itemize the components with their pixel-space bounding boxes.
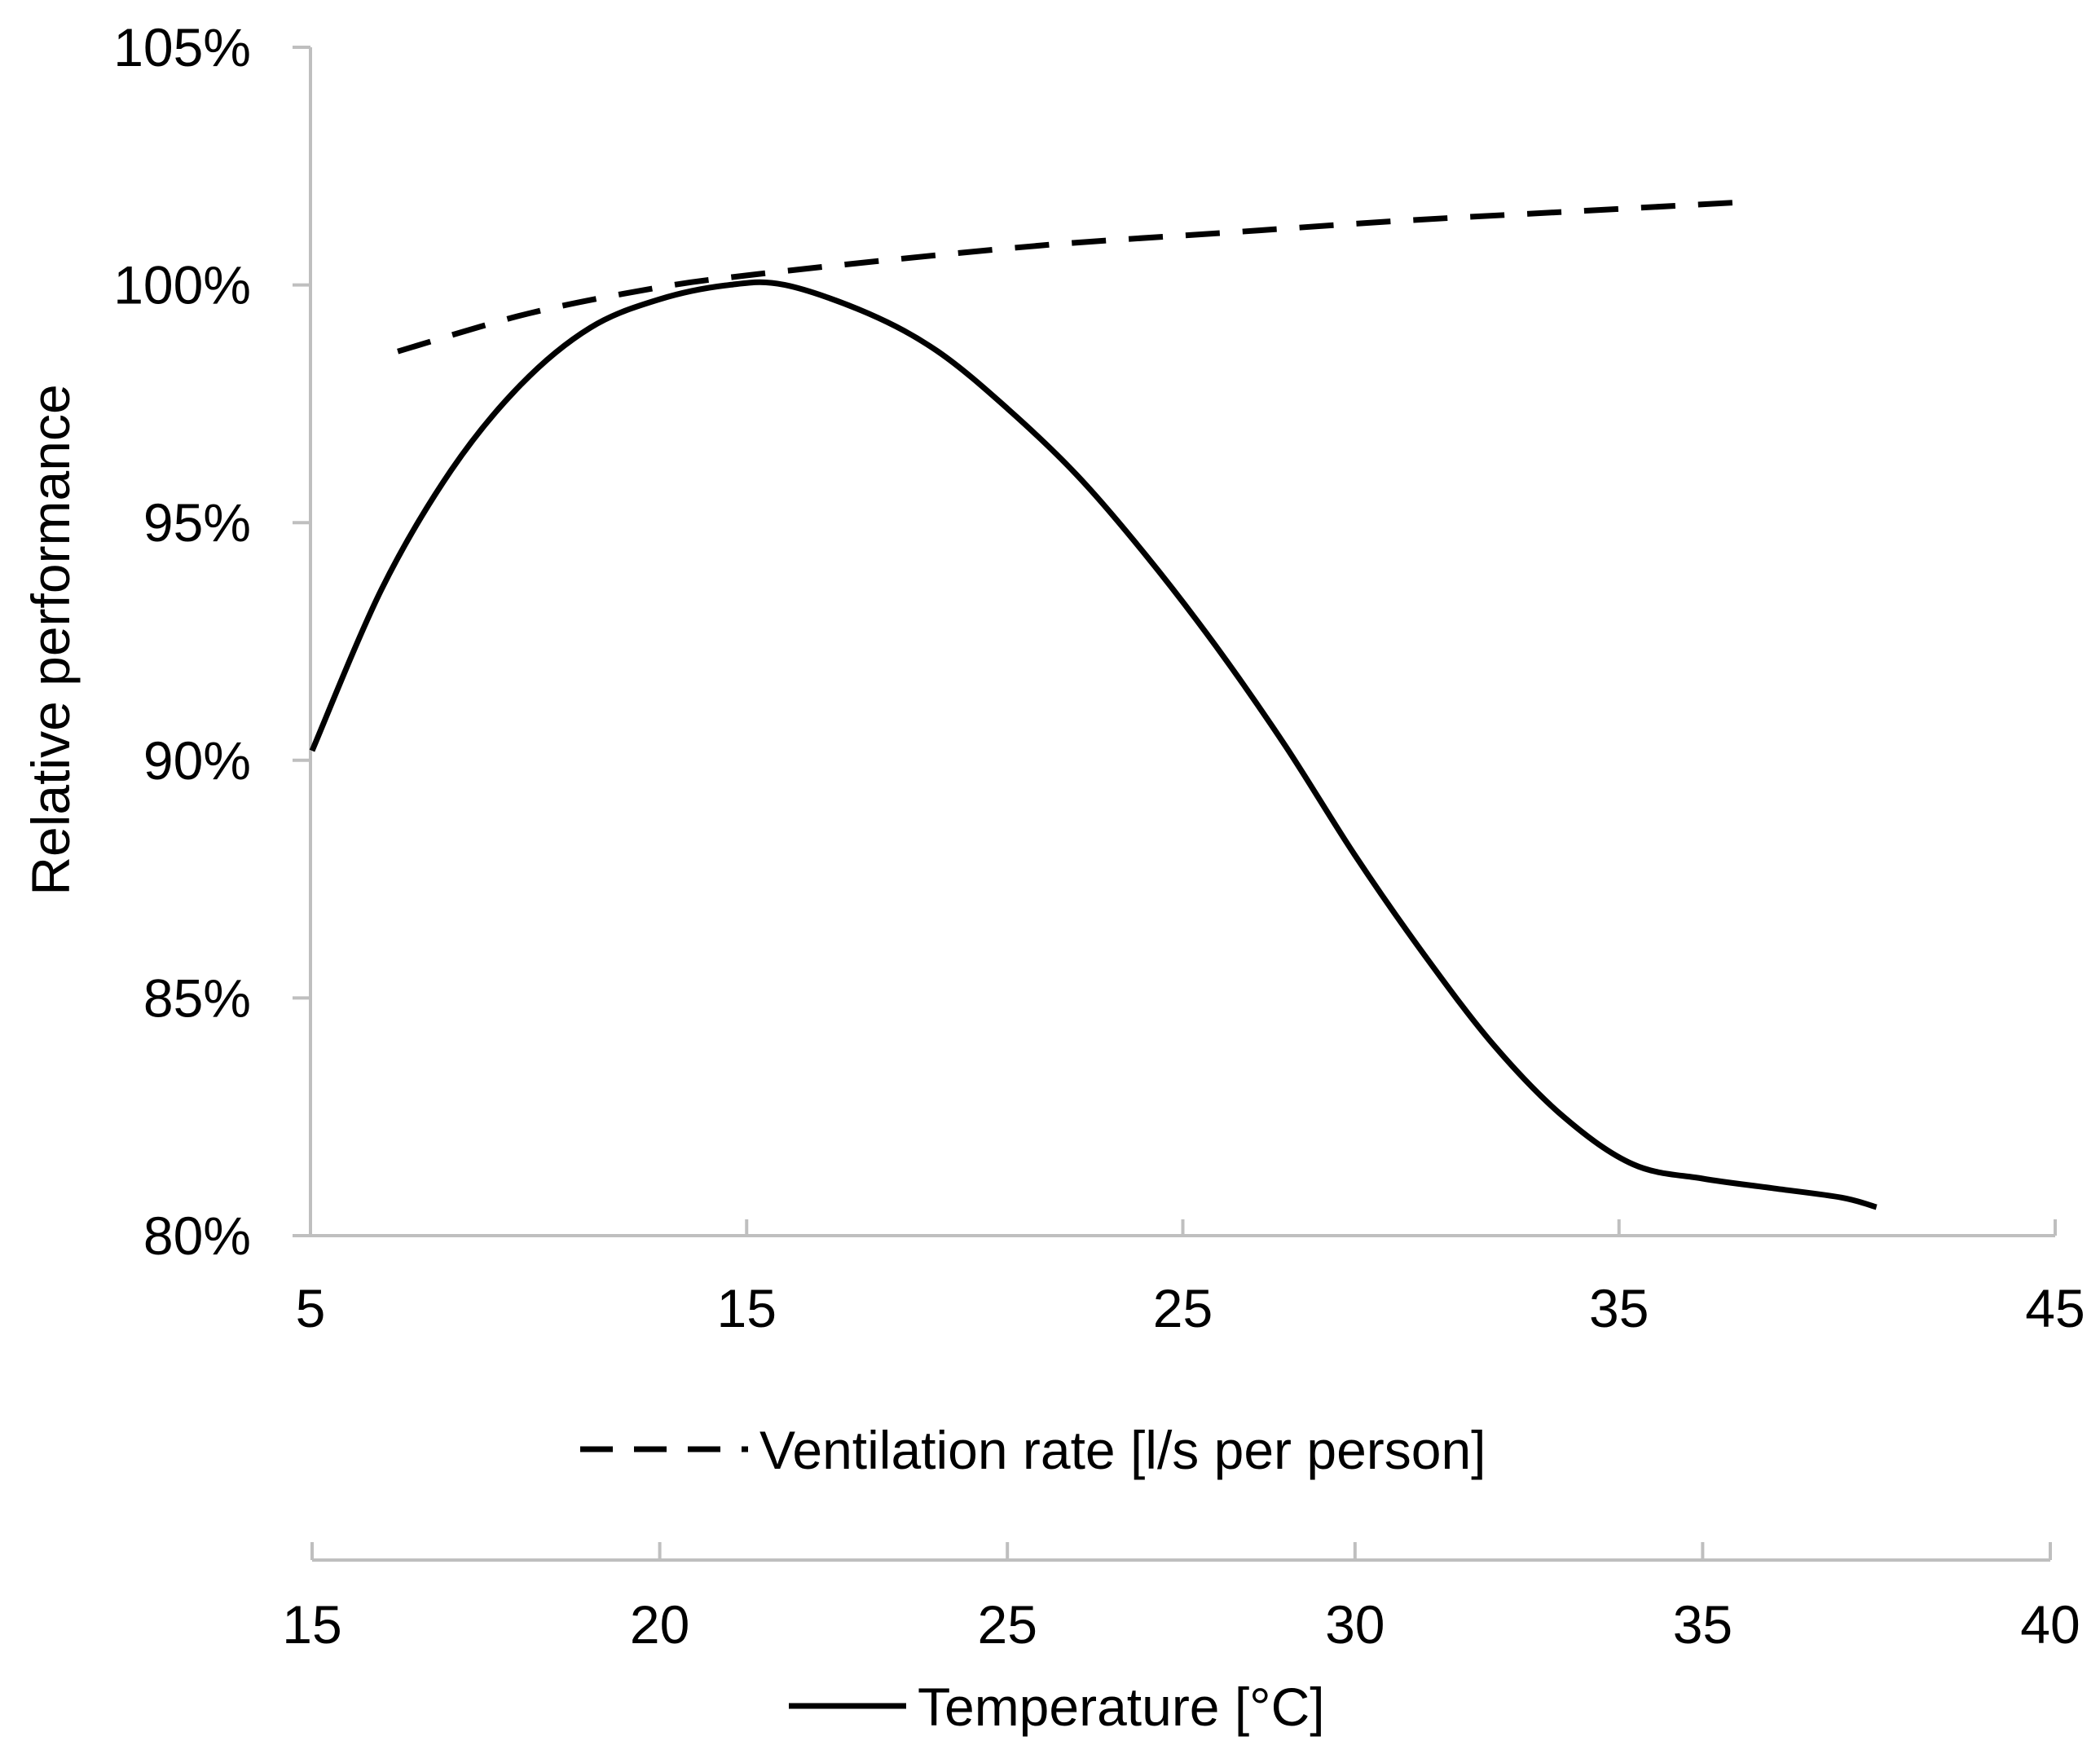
y-tick-label-105: 105% <box>113 17 251 77</box>
temperature-tick-label-35: 35 <box>1673 1594 1732 1655</box>
temperature-tick-label-15: 15 <box>282 1594 341 1655</box>
series-line-ventilation <box>397 199 1750 355</box>
series-line-temperature <box>309 279 1878 1210</box>
y-ticks: 80% 85% 90% 95% 100% 105% <box>113 17 310 1266</box>
y-tick-label-95: 95% <box>143 492 251 553</box>
ventilation-tick-label-5: 5 <box>296 1278 326 1338</box>
temperature-tick-label-40: 40 <box>2020 1594 2080 1655</box>
y-tick-label-80: 80% <box>143 1205 251 1266</box>
temperature-ticks: 15 20 25 30 35 40 <box>282 1542 2080 1655</box>
ventilation-tick-label-25: 25 <box>1153 1278 1213 1338</box>
temperature-tick-label-25: 25 <box>977 1594 1037 1655</box>
ventilation-tick-label-15: 15 <box>717 1278 777 1338</box>
ventilation-ticks: 5 15 25 35 45 <box>296 1219 2085 1338</box>
ventilation-tick-label-35: 35 <box>1589 1278 1649 1338</box>
x-axis-temperature-title: Temperature [°C] <box>918 1677 1325 1737</box>
x-axis-ventilation-title: Ventilation rate [l/s per person] <box>759 1420 1486 1480</box>
series-group <box>309 199 1878 1210</box>
ventilation-tick-label-45: 45 <box>2025 1278 2085 1338</box>
y-axis-title: Relative performance <box>20 384 81 895</box>
y-tick-label-90: 90% <box>143 730 251 791</box>
temperature-tick-label-20: 20 <box>630 1594 689 1655</box>
temperature-tick-label-30: 30 <box>1325 1594 1385 1655</box>
y-tick-label-85: 85% <box>143 967 251 1028</box>
y-tick-label-100: 100% <box>113 255 251 315</box>
